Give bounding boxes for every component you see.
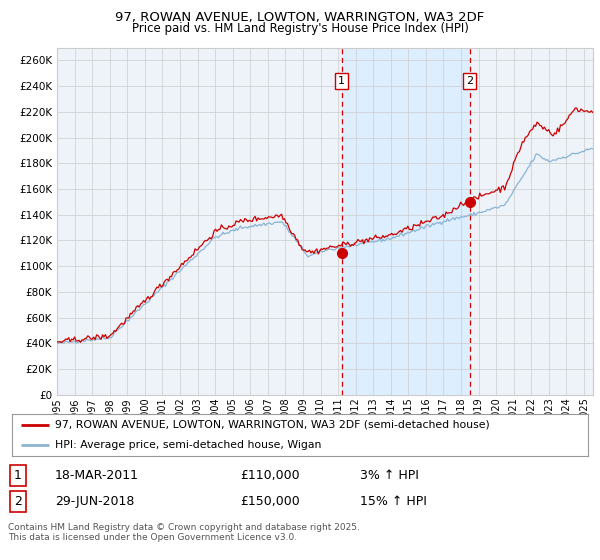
Text: 1: 1 — [14, 469, 22, 482]
Text: This data is licensed under the Open Government Licence v3.0.: This data is licensed under the Open Gov… — [8, 533, 297, 542]
Text: Price paid vs. HM Land Registry's House Price Index (HPI): Price paid vs. HM Land Registry's House … — [131, 22, 469, 35]
Text: 18-MAR-2011: 18-MAR-2011 — [55, 469, 139, 482]
Text: HPI: Average price, semi-detached house, Wigan: HPI: Average price, semi-detached house,… — [55, 440, 322, 450]
Text: 97, ROWAN AVENUE, LOWTON, WARRINGTON, WA3 2DF (semi-detached house): 97, ROWAN AVENUE, LOWTON, WARRINGTON, WA… — [55, 420, 490, 430]
Bar — [342, 48, 470, 395]
Text: 2: 2 — [466, 76, 473, 86]
Text: 2: 2 — [14, 495, 22, 508]
Text: £150,000: £150,000 — [240, 495, 300, 508]
Text: 29-JUN-2018: 29-JUN-2018 — [55, 495, 134, 508]
Text: £110,000: £110,000 — [240, 469, 299, 482]
Text: 1: 1 — [338, 76, 345, 86]
Text: 3% ↑ HPI: 3% ↑ HPI — [360, 469, 419, 482]
Text: 15% ↑ HPI: 15% ↑ HPI — [360, 495, 427, 508]
Text: Contains HM Land Registry data © Crown copyright and database right 2025.: Contains HM Land Registry data © Crown c… — [8, 522, 360, 532]
Text: 97, ROWAN AVENUE, LOWTON, WARRINGTON, WA3 2DF: 97, ROWAN AVENUE, LOWTON, WARRINGTON, WA… — [115, 11, 485, 24]
